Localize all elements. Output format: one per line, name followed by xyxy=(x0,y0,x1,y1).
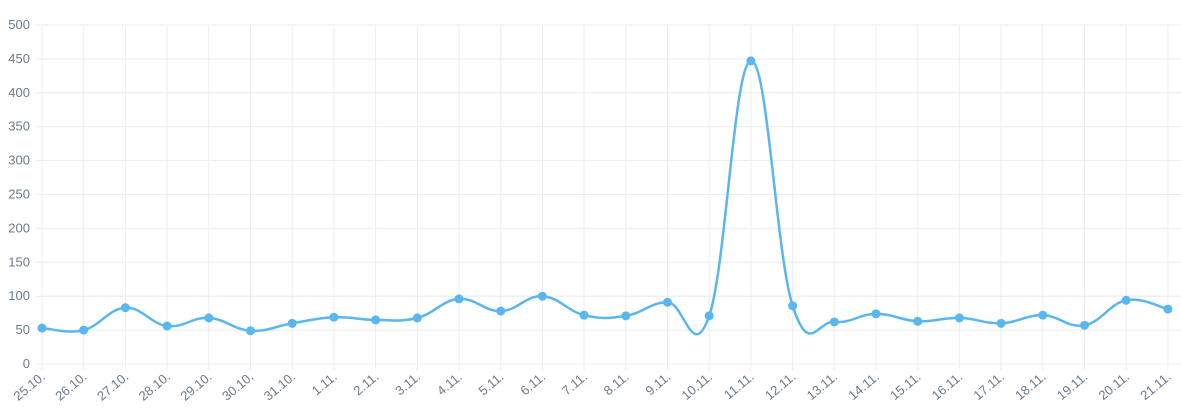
x-tick-label: 17.11. xyxy=(970,369,1007,403)
x-tick-label: 6.11. xyxy=(517,369,548,398)
point xyxy=(913,316,923,326)
y-tick-label: 250 xyxy=(8,187,30,202)
x-tick-label: 30.10. xyxy=(219,369,256,404)
x-tick-label: 18.11. xyxy=(1012,369,1049,403)
x-tick-label: 4.11. xyxy=(434,369,465,398)
point xyxy=(663,297,672,307)
x-tick-label: 12.11. xyxy=(762,369,799,403)
x-tick-label: 3.11. xyxy=(392,369,423,398)
point xyxy=(746,56,756,66)
x-tick-label: 14.11. xyxy=(845,369,882,403)
point xyxy=(496,306,506,316)
x-tick-label: 26.10. xyxy=(52,369,89,404)
x-tick-label: 31.10. xyxy=(261,369,298,404)
point xyxy=(704,311,714,321)
y-tick-label: 350 xyxy=(8,119,30,134)
point xyxy=(120,303,130,313)
point xyxy=(454,294,464,304)
point xyxy=(788,301,798,311)
point xyxy=(1121,295,1131,305)
point xyxy=(162,321,172,331)
point xyxy=(329,312,339,322)
x-tick-label: 11.11. xyxy=(721,369,757,402)
x-tick-label: 29.10. xyxy=(177,369,214,404)
y-tick-label: 150 xyxy=(8,254,30,269)
x-tick-label: 16.11. xyxy=(929,369,966,403)
point xyxy=(621,311,631,321)
line xyxy=(41,59,1169,336)
y-tick-label: 300 xyxy=(8,153,30,168)
x-tick-label: 28.10. xyxy=(136,369,173,404)
x-tick-label: 9.11. xyxy=(642,369,673,398)
y-tick-label: 500 xyxy=(8,17,30,32)
x-tick-label: 15.11. xyxy=(887,369,924,403)
x-tick-label: 25.10. xyxy=(11,369,48,404)
x-tick-label: 13.11. xyxy=(804,369,841,403)
y-tick-label: 100 xyxy=(8,288,30,303)
point xyxy=(871,309,881,319)
point xyxy=(287,318,297,328)
y-tick-label: 200 xyxy=(8,220,30,235)
point xyxy=(412,313,422,323)
x-tick-label: 5.11. xyxy=(476,369,507,398)
point xyxy=(579,310,589,320)
y-tick-label: 450 xyxy=(8,51,30,66)
point xyxy=(996,318,1006,328)
x-tick-label: 19.11. xyxy=(1054,369,1091,403)
point xyxy=(1163,304,1173,314)
point xyxy=(371,315,381,325)
point xyxy=(954,313,964,323)
point xyxy=(204,313,214,323)
x-tick-label: 2.11. xyxy=(350,369,381,398)
point xyxy=(1038,310,1048,320)
x-tick-label: 20.11. xyxy=(1096,369,1133,403)
point xyxy=(537,291,547,301)
x-tick-label: 10.11. xyxy=(679,369,716,403)
point xyxy=(829,317,839,327)
point xyxy=(79,325,89,335)
y-tick-label: 50 xyxy=(16,322,30,337)
point xyxy=(246,326,255,336)
x-tick-label: 7.11. xyxy=(559,369,590,398)
x-tick-label: 21.11. xyxy=(1137,369,1174,403)
x-tick-label: 1.11. xyxy=(309,369,340,398)
y-tick-label: 0 xyxy=(23,356,30,371)
x-tick-label: 27.10. xyxy=(94,369,131,404)
y-tick-label: 400 xyxy=(8,85,30,100)
x-tick-label: 8.11. xyxy=(601,369,632,398)
point xyxy=(37,323,47,333)
point xyxy=(1080,320,1089,330)
